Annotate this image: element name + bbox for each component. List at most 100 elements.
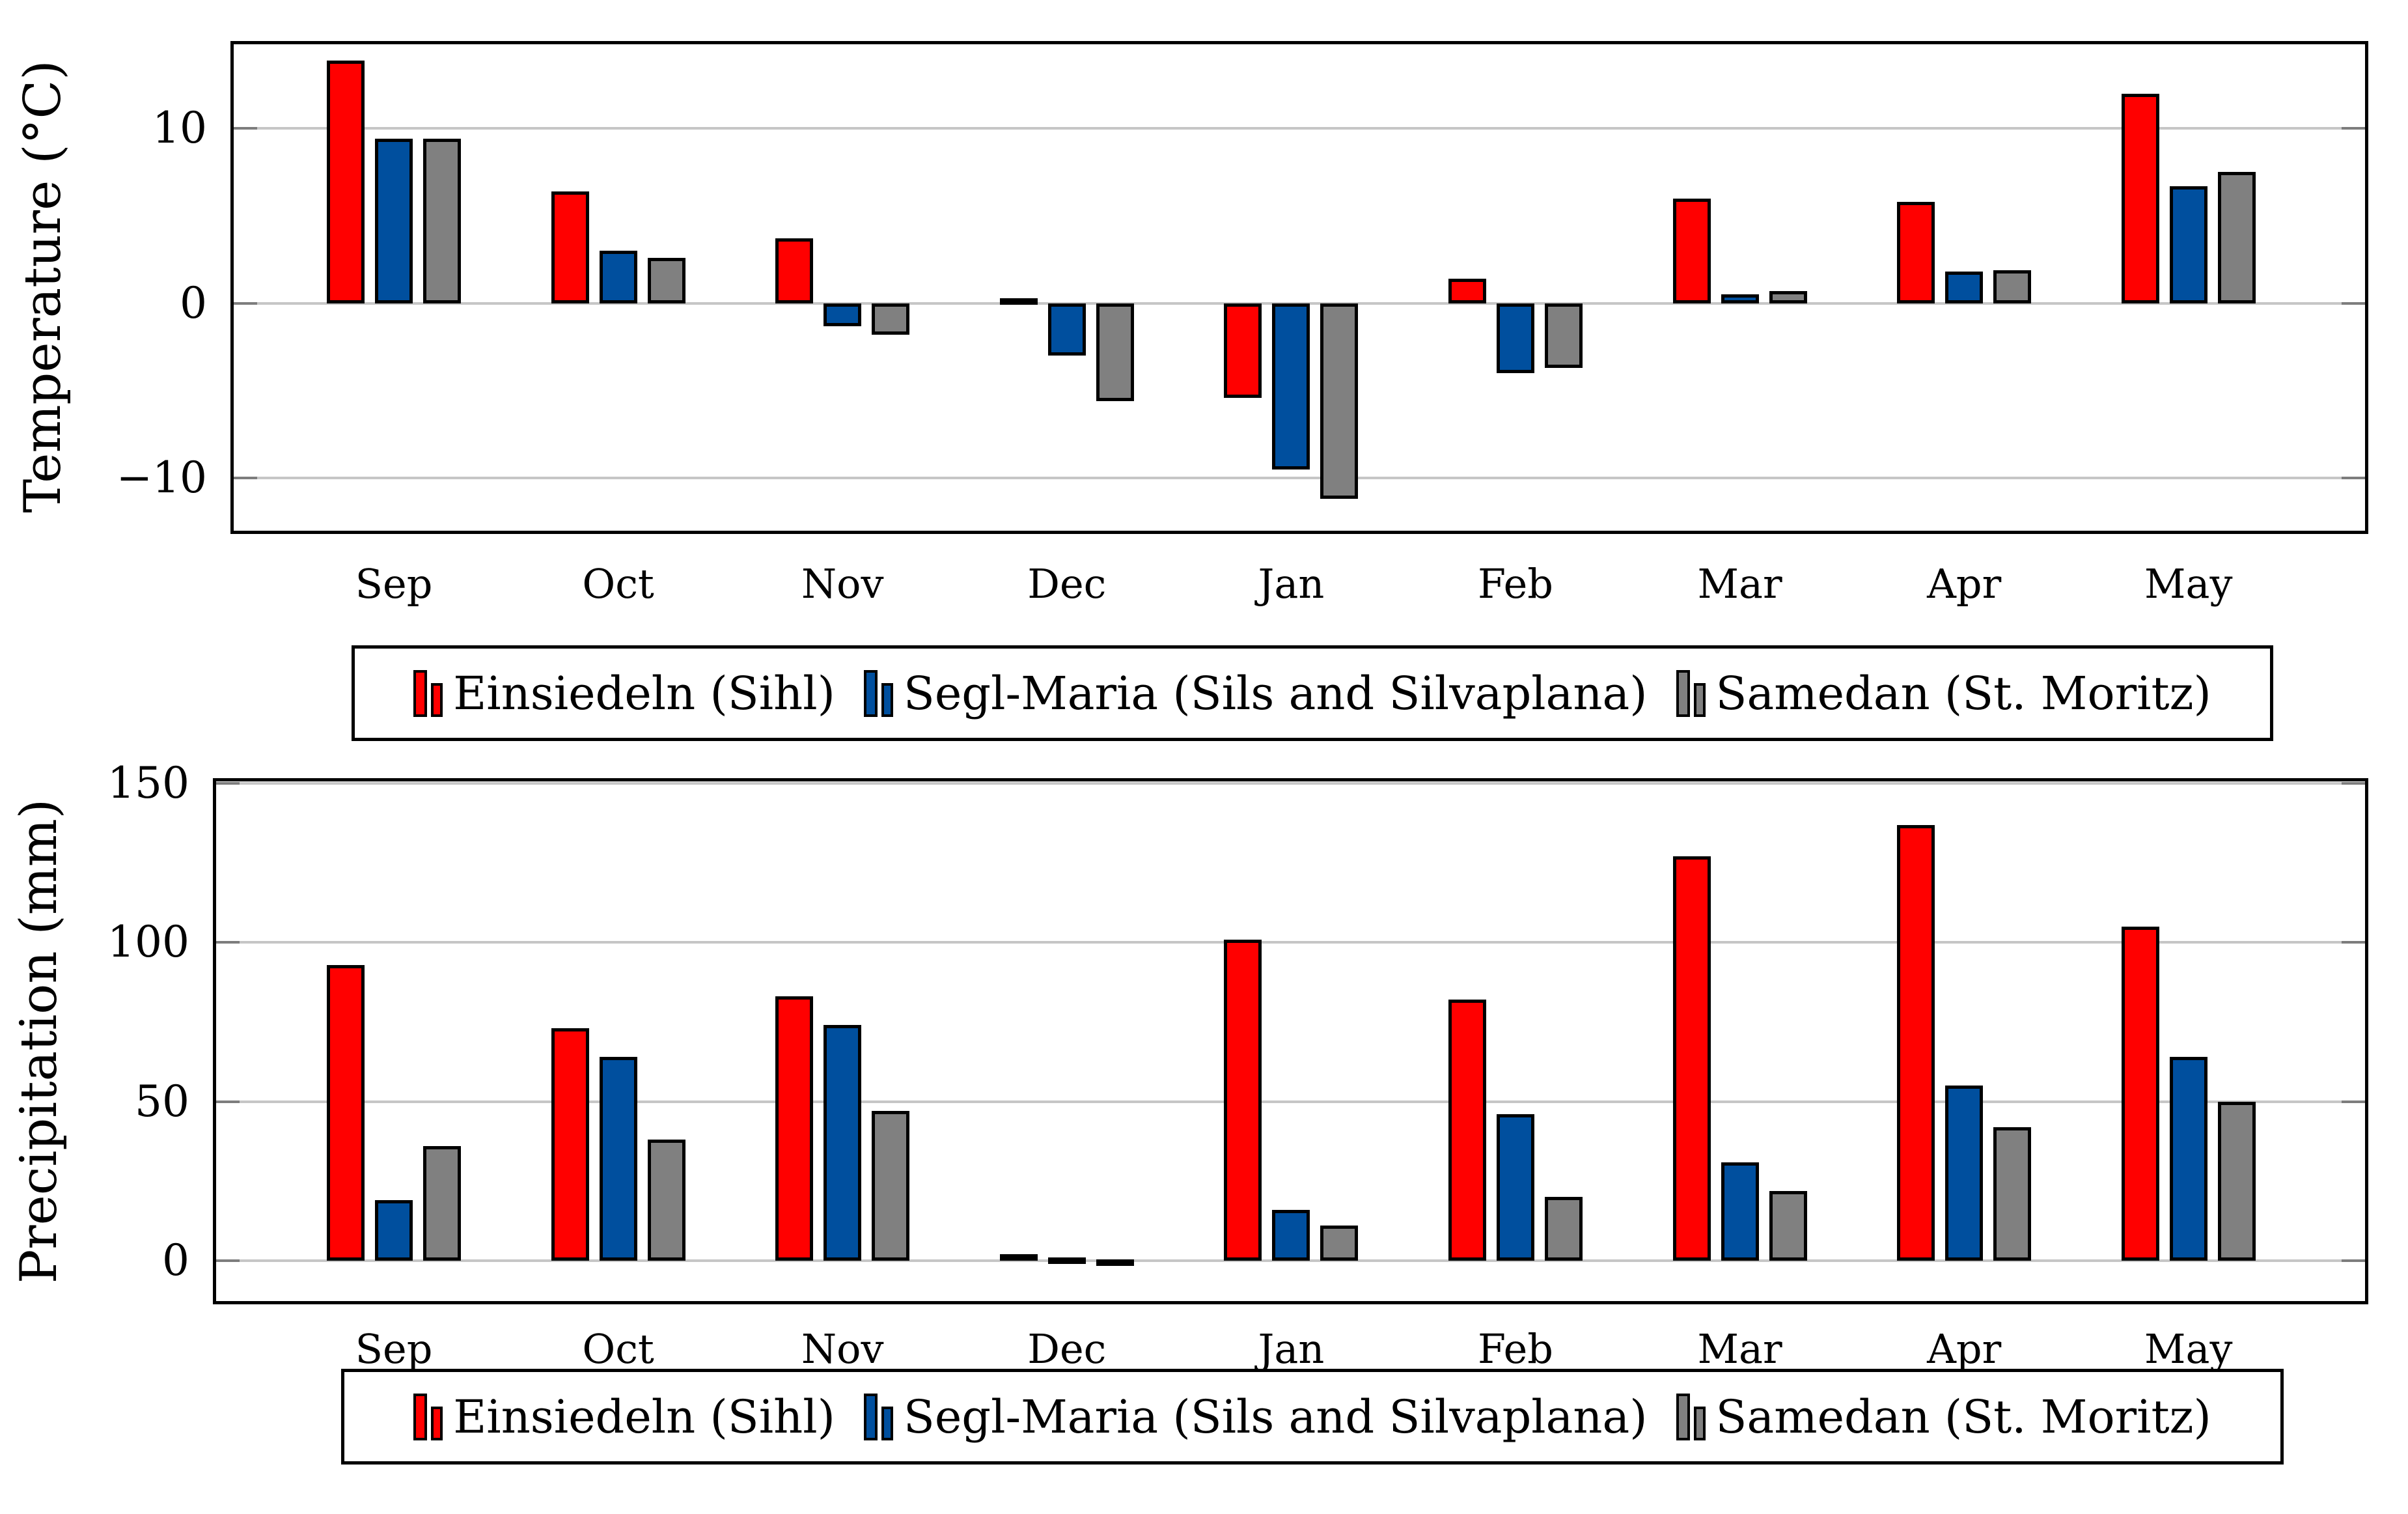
legend-item-segl-maria-sils-and-silvaplana-: Segl-Maria (Sils and Silvaplana): [863, 666, 1648, 720]
bar-samedan-st-moritz--may: [2217, 1101, 2256, 1261]
bar-segl-maria-sils-and-silvaplana--may: [2169, 186, 2207, 303]
precipitation-legend: Einsiedeln (Sihl) Segl-Maria (Sils and Si…: [341, 1369, 2284, 1465]
bar-samedan-st-moritz--may: [2217, 172, 2256, 303]
gridline-y-100: [216, 941, 2365, 944]
bar-samedan-st-moritz--nov: [872, 303, 910, 335]
month-label-nov: Nov: [801, 1325, 884, 1373]
legend-item-einsiedeln-sihl-: Einsiedeln (Sihl): [413, 1390, 835, 1444]
legend-marker-short-bar: [881, 1406, 893, 1440]
bar-segl-maria-sils-and-silvaplana--nov: [823, 1025, 862, 1261]
tick-mark-right-y--10: [2342, 477, 2365, 480]
month-label-feb: Feb: [1477, 560, 1554, 608]
legend-bar-marker-icon: [1676, 669, 1706, 717]
tick-mark-left-y--10: [234, 477, 257, 480]
legend-bar-marker-icon: [863, 1393, 893, 1440]
bar-einsiedeln-sihl--jan: [1224, 303, 1262, 398]
tick-mark-right-y-0: [2342, 301, 2365, 305]
bar-einsiedeln-sihl--apr: [1897, 824, 1935, 1261]
legend-bar-marker-icon: [863, 669, 893, 717]
month-label-oct: Oct: [582, 560, 654, 608]
bar-samedan-st-moritz--mar: [1769, 1190, 1807, 1261]
bar-segl-maria-sils-and-silvaplana--dec: [1047, 303, 1086, 356]
bar-segl-maria-sils-and-silvaplana--nov: [823, 303, 862, 326]
precipitation-plot-area: [213, 778, 2368, 1304]
legend-label: Einsiedeln (Sihl): [453, 1390, 835, 1444]
legend-marker-tall-bar: [1676, 1393, 1690, 1440]
gridline-y-10: [234, 127, 2365, 130]
tick-mark-left-y-50: [216, 1100, 240, 1103]
gridline-y-0: [216, 1259, 2365, 1262]
bar-segl-maria-sils-and-silvaplana--mar: [1721, 294, 1759, 303]
month-label-oct: Oct: [582, 1325, 654, 1373]
legend-item-samedan-st-moritz-: Samedan (St. Moritz): [1676, 669, 2211, 717]
bar-segl-maria-sils-and-silvaplana--may: [2169, 1057, 2207, 1261]
legend-label: Samedan (St. Moritz): [1715, 1390, 2211, 1444]
bar-einsiedeln-sihl--may: [2121, 926, 2159, 1261]
bar-segl-maria-sils-and-silvaplana--mar: [1721, 1162, 1759, 1261]
bar-samedan-st-moritz--apr: [1993, 270, 2032, 303]
tick-mark-left-y-0: [234, 301, 257, 305]
legend-bar-marker-icon: [1676, 1393, 1706, 1440]
y-tick-label-100: 100: [107, 917, 189, 968]
bar-samedan-st-moritz--jan: [1320, 1226, 1359, 1261]
bar-samedan-st-moritz--nov: [872, 1111, 910, 1261]
temperature-plot-area: [230, 41, 2368, 534]
bar-einsiedeln-sihl--mar: [1672, 856, 1711, 1261]
month-label-jan: Jan: [1258, 560, 1325, 608]
bar-einsiedeln-sihl--apr: [1897, 202, 1935, 303]
bar-einsiedeln-sihl--feb: [1448, 279, 1486, 303]
gridline-y-50: [216, 1100, 2365, 1103]
bar-samedan-st-moritz--oct: [647, 1140, 685, 1261]
bar-samedan-st-moritz--mar: [1769, 290, 1807, 303]
legend-marker-short-bar: [1693, 682, 1706, 717]
bar-samedan-st-moritz--jan: [1320, 303, 1359, 499]
bar-einsiedeln-sihl--nov: [775, 996, 814, 1261]
gridline-y-150: [216, 782, 2365, 785]
bar-segl-maria-sils-and-silvaplana--oct: [599, 1057, 637, 1261]
legend-item-segl-maria-sils-and-silvaplana-: Segl-Maria (Sils and Silvaplana): [863, 1393, 1648, 1440]
bar-segl-maria-sils-and-silvaplana--jan: [1272, 1209, 1310, 1261]
bar-samedan-st-moritz--feb: [1545, 1197, 1583, 1261]
bar-samedan-st-moritz--sep: [423, 1146, 461, 1261]
legend-marker-short-bar: [1693, 1406, 1706, 1440]
tick-mark-right-y-50: [2342, 1100, 2365, 1103]
month-label-dec: Dec: [1027, 1325, 1107, 1373]
legend-item-samedan-st-moritz-: Samedan (St. Moritz): [1676, 1390, 2211, 1444]
bar-einsiedeln-sihl--nov: [775, 238, 814, 303]
temperature-legend: Einsiedeln (Sihl) Segl-Maria (Sils and Si…: [352, 645, 2273, 741]
bar-einsiedeln-sihl--oct: [551, 1028, 589, 1261]
bar-einsiedeln-sihl--may: [2121, 93, 2159, 303]
temperature-y-axis-title: Temperature (°C): [14, 60, 72, 513]
legend-marker-tall-bar: [413, 669, 428, 717]
bar-einsiedeln-sihl--mar: [1672, 198, 1711, 303]
legend-marker-tall-bar: [863, 1393, 878, 1440]
bar-samedan-st-moritz--oct: [647, 257, 685, 303]
y-tick-label-0: 0: [162, 1235, 189, 1285]
bar-einsiedeln-sihl--feb: [1448, 1000, 1486, 1261]
tick-mark-right-y-150: [2342, 782, 2365, 785]
month-label-may: May: [2144, 560, 2233, 608]
y-tick-label--10: −10: [116, 453, 207, 503]
bar-segl-maria-sils-and-silvaplana--dec: [1047, 1257, 1086, 1265]
bar-einsiedeln-sihl--sep: [327, 964, 365, 1261]
y-tick-label-150: 150: [107, 758, 189, 809]
month-label-mar: Mar: [1697, 560, 1782, 608]
bar-segl-maria-sils-and-silvaplana--apr: [1945, 272, 1984, 303]
legend-bar-marker-icon: [413, 1393, 443, 1440]
legend-bar-marker-icon: [413, 669, 443, 717]
tick-mark-left-y-10: [234, 127, 257, 130]
legend-marker-tall-bar: [1676, 669, 1690, 717]
bar-segl-maria-sils-and-silvaplana--oct: [599, 251, 637, 303]
bar-samedan-st-moritz--sep: [423, 139, 461, 303]
bar-segl-maria-sils-and-silvaplana--jan: [1272, 303, 1310, 470]
month-label-feb: Feb: [1477, 1325, 1554, 1373]
legend-label: Einsiedeln (Sihl): [453, 666, 835, 720]
month-label-sep: Sep: [355, 560, 433, 608]
month-label-sep: Sep: [355, 1325, 433, 1373]
legend-label: Segl-Maria (Sils and Silvaplana): [903, 666, 1648, 720]
month-label-nov: Nov: [801, 560, 884, 608]
month-label-may: May: [2144, 1325, 2233, 1373]
precipitation-y-axis-title: Precipitation (mm): [10, 798, 68, 1284]
bar-samedan-st-moritz--dec: [1096, 303, 1134, 401]
